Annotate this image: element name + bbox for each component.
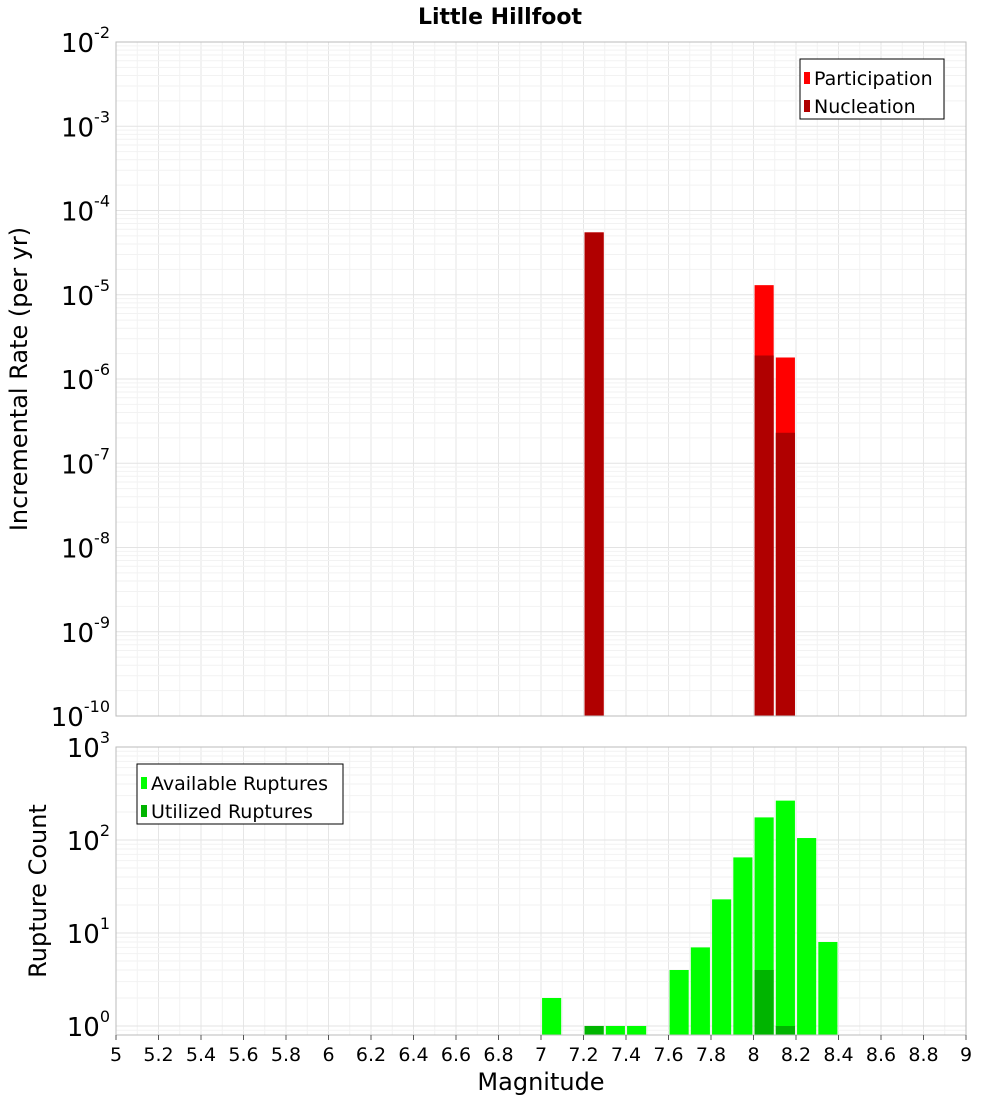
bottom-bars	[542, 800, 838, 1035]
bar-available-ruptures	[733, 857, 753, 1035]
bottom-plot-area: 100 101 102 103 5 5.2 5.4 5.6 5.8 6 6.2 6.4 6.6 6.8 7…	[24, 728, 972, 1096]
x-tick-label: 5.6	[228, 1044, 258, 1066]
y-tick-label: 10-9	[61, 613, 110, 649]
x-tick-label: 8.2	[781, 1044, 811, 1066]
legend-swatch	[141, 805, 147, 817]
bar-utilized-ruptures	[584, 1025, 604, 1035]
x-tick-label: 5	[110, 1044, 122, 1066]
x-tick-label: 7.2	[568, 1044, 598, 1066]
x-tick-label: 5.8	[271, 1044, 301, 1066]
legend-label: Utilized Ruptures	[151, 801, 313, 823]
x-tick-label: 9	[960, 1044, 972, 1066]
top-y-ticks: 10-10 10-9 10-8 10-7 10-6 10-5 10-4 10-3 10-2	[51, 23, 110, 733]
top-bars	[584, 232, 795, 716]
top-plot-area: 10-10 10-9 10-8 10-7 10-6 10-5 10-4 10-3 10-2 In…	[5, 23, 967, 733]
bar-available-ruptures	[818, 942, 838, 1035]
x-tick-label: 8.4	[823, 1044, 853, 1066]
top-y-axis-label: Incremental Rate (per yr)	[5, 227, 33, 531]
legend-swatch	[804, 100, 810, 112]
y-tick-label: 10-2	[61, 23, 110, 59]
x-tick-label: 5.4	[186, 1044, 216, 1066]
bar-available-ruptures	[797, 838, 817, 1035]
bar-utilized-ruptures	[775, 1025, 795, 1035]
legend-label: Nucleation	[814, 96, 916, 118]
x-axis-label: Magnitude	[477, 1068, 604, 1096]
bar-available-ruptures	[712, 899, 732, 1035]
x-tick-label: 7	[535, 1044, 547, 1066]
y-tick-label: 102	[67, 821, 110, 857]
top-plot-frame	[115, 41, 967, 717]
bar-nucleation	[775, 432, 795, 716]
x-tick-label: 6.4	[398, 1044, 428, 1066]
top-legend: Participation Nucleation	[799, 58, 945, 120]
legend-swatch	[804, 72, 810, 84]
y-tick-label: 10-7	[61, 444, 110, 480]
bar-utilized-ruptures	[754, 969, 774, 1035]
y-tick-label: 10-4	[61, 192, 110, 228]
x-tick-label: 8	[747, 1044, 759, 1066]
y-tick-label: 10-6	[61, 360, 110, 396]
x-tick-label: 7.6	[653, 1044, 683, 1066]
x-tick-label: 8.8	[908, 1044, 938, 1066]
bar-available-ruptures	[669, 969, 689, 1035]
bottom-y-ticks: 100 101 102 103	[67, 728, 110, 1043]
bar-available-ruptures	[627, 1025, 647, 1035]
bottom-legend: Available Ruptures Utilized Ruptures	[136, 763, 344, 825]
legend-box	[136, 763, 344, 825]
bottom-y-axis-label: Rupture Count	[24, 804, 52, 978]
legend-label: Participation	[814, 68, 933, 90]
y-tick-label: 10-10	[51, 697, 110, 733]
x-tick-label: 8.6	[866, 1044, 896, 1066]
y-tick-label: 10-5	[61, 276, 110, 312]
y-tick-label: 101	[67, 914, 110, 950]
legend-box	[799, 58, 945, 120]
x-tick-label: 5.2	[143, 1044, 173, 1066]
x-tick-label: 6.2	[356, 1044, 386, 1066]
x-tick-label: 6.8	[483, 1044, 513, 1066]
y-tick-label: 100	[67, 1007, 110, 1043]
chart-title: Little Hillfoot	[418, 5, 583, 30]
legend-label: Available Ruptures	[151, 773, 328, 795]
bar-available-ruptures	[775, 800, 795, 1035]
y-tick-label: 10-3	[61, 107, 110, 143]
bar-nucleation	[754, 355, 774, 716]
legend-swatch	[141, 777, 147, 789]
x-ticks: 5 5.2 5.4 5.6 5.8 6 6.2 6.4 6.6 6.8 7 7.2 7.4 7.6 7.8 8…	[110, 1035, 972, 1066]
bar-available-ruptures	[690, 947, 710, 1035]
bar-available-ruptures	[605, 1025, 625, 1035]
bar-available-ruptures	[542, 997, 562, 1035]
y-tick-label: 10-8	[61, 529, 110, 565]
x-tick-label: 7.8	[696, 1044, 726, 1066]
top-grid	[115, 41, 967, 717]
x-tick-label: 6.6	[441, 1044, 471, 1066]
y-tick-label: 103	[67, 728, 110, 764]
bar-nucleation	[584, 232, 604, 716]
x-tick-label: 7.4	[611, 1044, 641, 1066]
x-tick-label: 6	[322, 1044, 334, 1066]
